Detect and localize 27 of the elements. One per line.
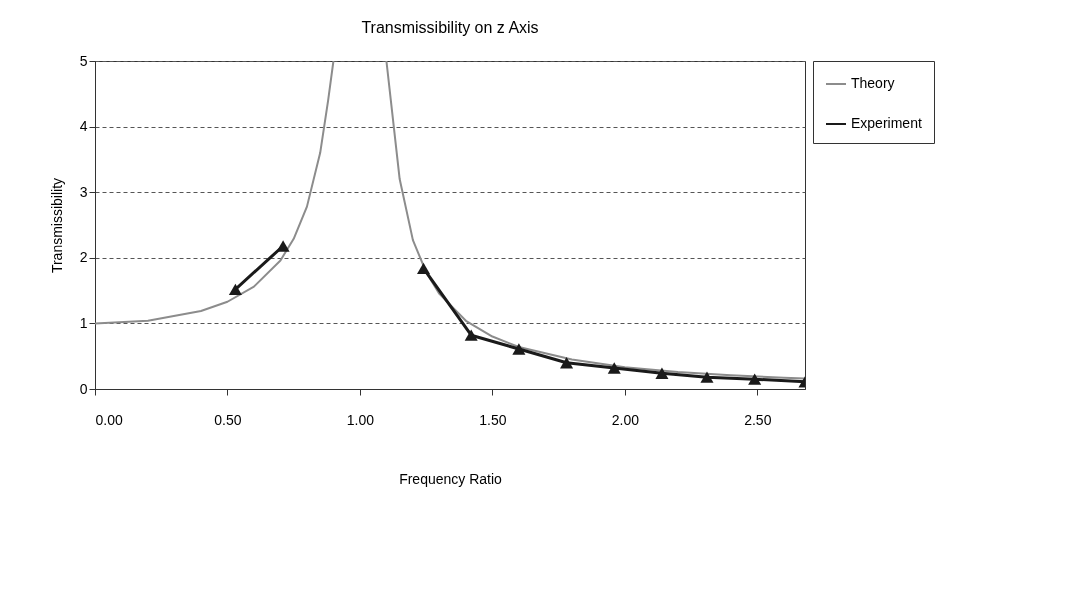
y-tick-label: 4 xyxy=(79,118,88,135)
x-tick-label: 0.00 xyxy=(95,411,123,428)
point xyxy=(276,240,290,252)
legend-label: Theory xyxy=(851,75,895,91)
y-tick-label: 5 xyxy=(79,52,88,69)
point xyxy=(748,373,762,385)
point xyxy=(655,367,669,379)
y-tick-label: 2 xyxy=(79,249,88,266)
x-tick-label: 1.50 xyxy=(479,411,507,428)
point xyxy=(416,262,431,274)
x-tick-label: 2.50 xyxy=(744,411,772,428)
point xyxy=(700,371,714,383)
x-tick-label: 2.00 xyxy=(611,411,640,428)
point xyxy=(464,329,478,341)
chart-title: Transmissibility on z Axis xyxy=(361,19,539,36)
y-tick-label: 3 xyxy=(79,183,88,200)
point xyxy=(607,362,621,374)
point xyxy=(512,343,526,355)
y-tick-label: 0 xyxy=(79,380,88,397)
y-tick-label: 1 xyxy=(79,314,88,331)
x-axis-title: Frequency Ratio xyxy=(399,470,503,487)
x-tick-label: 0.50 xyxy=(214,411,242,428)
point xyxy=(560,357,574,369)
point xyxy=(228,283,242,295)
legend-label: Experiment xyxy=(851,115,922,131)
x-tick-label: 1.00 xyxy=(346,411,375,428)
y-axis-title: Transmissibility xyxy=(48,177,65,274)
